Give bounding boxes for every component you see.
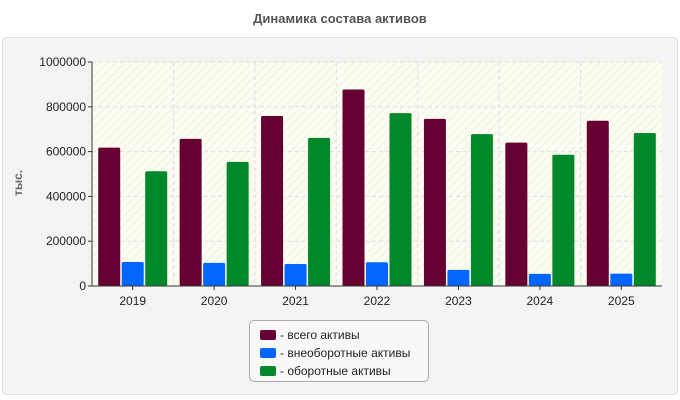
bar [366,262,388,286]
legend-item: - всего активы [250,326,428,344]
bar [470,134,493,286]
bar [308,137,331,286]
x-tick-label: 2023 [445,294,472,308]
bar [389,113,412,287]
legend: - всего активы - внеоборотные активы - о… [249,320,429,382]
bar [610,273,633,286]
bar [203,262,226,286]
y-tick-label: 800000 [46,100,86,114]
legend-item: - оборотные активы [250,362,428,380]
bar [226,161,249,286]
x-tick-label: 2025 [608,294,635,308]
x-tick-label: 2020 [201,294,228,308]
y-tick-label: 1000000 [39,55,86,69]
y-tick-label: 0 [79,279,86,293]
bar [145,171,168,286]
legend-label-total: - всего активы [280,328,360,342]
bar [633,133,656,286]
x-tick-label: 2022 [364,294,391,308]
bar [586,120,609,286]
bar [98,147,121,286]
legend-item: - внеоборотные активы [250,344,428,362]
plot-area [92,62,662,286]
y-tick-label: 400000 [46,189,86,203]
bar [447,269,470,286]
legend-swatch-current [260,366,276,376]
y-tick-label: 600000 [46,145,86,159]
bar [342,89,365,286]
bar [179,138,202,286]
bar [552,154,575,286]
legend-swatch-noncurrent [260,348,276,358]
bar [261,115,284,286]
y-axis-label: тыс. [11,169,25,196]
bar [423,118,446,287]
bar [284,264,307,286]
legend-label-current: - оборотные активы [280,364,391,378]
chart-title: Динамика состава активов [253,11,427,26]
x-tick-label: 2019 [119,294,146,308]
legend-swatch-total [260,330,276,340]
bar [505,142,528,286]
x-tick-label: 2021 [282,294,309,308]
x-tick-label: 2024 [527,294,554,308]
legend-label-noncurrent: - внеоборотные активы [280,346,411,360]
bar [528,273,551,286]
y-tick-label: 200000 [46,234,86,248]
bar [121,262,144,286]
